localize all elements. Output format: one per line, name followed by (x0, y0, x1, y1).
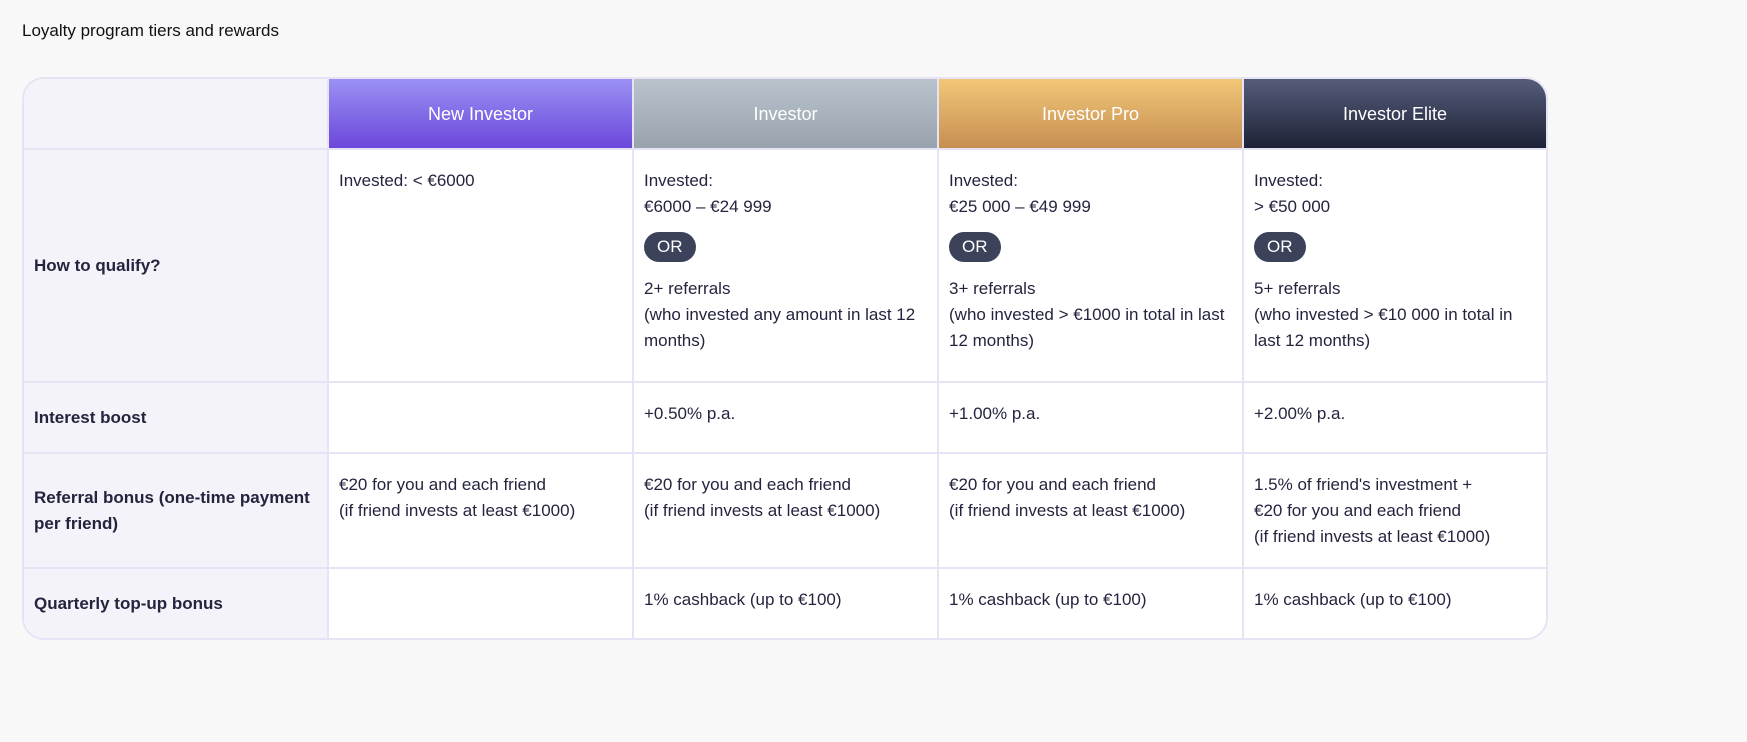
invested-range: €25 000 – €49 999 (949, 197, 1091, 216)
row-label-qualify: How to qualify? (24, 150, 329, 383)
invested-text: Invested: (1254, 171, 1323, 190)
or-badge: OR (1254, 232, 1306, 262)
referral-line-2: €20 for you and each friend (339, 475, 546, 494)
row-label-referral: Referral bonus (one-time payment per fri… (24, 454, 329, 569)
tier-header-new-investor: New Investor (329, 79, 634, 150)
referrals-note: (who invested > €10 000 in total in last… (1254, 305, 1513, 350)
row-label-quarterly: Quarterly top-up bonus (24, 569, 329, 638)
tier-header-investor-elite: Investor Elite (1244, 79, 1546, 150)
invested-range: > €50 000 (1254, 197, 1331, 216)
referrals-text: 3+ referrals (949, 279, 1036, 298)
referral-line-1: 1.5% of friend's investment + (1254, 475, 1473, 494)
referral-cell: €20 for you and each friend (if friend i… (634, 454, 939, 569)
quarterly-cell: 1% cashback (up to €100) (634, 569, 939, 638)
referral-cell: 1.5% of friend's investment + €20 for yo… (1244, 454, 1546, 569)
tier-header-investor-pro: Investor Pro (939, 79, 1244, 150)
interest-cell: +1.00% p.a. (939, 383, 1244, 454)
referral-line-3: (if friend invests at least €1000) (949, 501, 1186, 520)
referral-line-2: €20 for you and each friend (644, 475, 851, 494)
referrals-note: (who invested any amount in last 12 mont… (644, 305, 916, 350)
invested-text: Invested: < €6000 (339, 171, 475, 190)
qualify-cell: Invested: > €50 000 OR 5+ referrals (who… (1244, 150, 1546, 383)
referral-line-3: (if friend invests at least €1000) (1254, 527, 1491, 546)
interest-cell: +0.50% p.a. (634, 383, 939, 454)
or-badge: OR (644, 232, 696, 262)
tier-header-investor: Investor (634, 79, 939, 150)
referral-line-2: €20 for you and each friend (1254, 501, 1461, 520)
interest-cell: +2.00% p.a. (1244, 383, 1546, 454)
referral-line-2: €20 for you and each friend (949, 475, 1156, 494)
invested-range: €6000 – €24 999 (644, 197, 772, 216)
tiers-table: New Investor Investor Investor Pro Inves… (22, 77, 1548, 640)
referrals-text: 5+ referrals (1254, 279, 1341, 298)
interest-cell (329, 383, 634, 454)
qualify-cell: Invested: < €6000 (329, 150, 634, 383)
referrals-note: (who invested > €1000 in total in last 1… (949, 305, 1225, 350)
quarterly-cell: 1% cashback (up to €100) (1254, 590, 1452, 609)
referral-cell: €20 for you and each friend (if friend i… (939, 454, 1244, 569)
referral-line-3: (if friend invests at least €1000) (644, 501, 881, 520)
referral-cell: €20 for you and each friend (if friend i… (329, 454, 634, 569)
page-title: Loyalty program tiers and rewards (22, 21, 280, 40)
referral-line-3: (if friend invests at least €1000) (339, 501, 576, 520)
invested-text: Invested: (644, 171, 713, 190)
referrals-text: 2+ referrals (644, 279, 731, 298)
corner-cell (24, 79, 329, 150)
quarterly-cell (329, 569, 634, 638)
quarterly-cell: 1% cashback (up to €100) (939, 569, 1244, 638)
invested-text: Invested: (949, 171, 1018, 190)
qualify-cell: Invested: €6000 – €24 999 OR 2+ referral… (634, 150, 939, 383)
qualify-cell: Invested: €25 000 – €49 999 OR 3+ referr… (939, 150, 1244, 383)
or-badge: OR (949, 232, 1001, 262)
row-label-interest: Interest boost (24, 383, 329, 454)
